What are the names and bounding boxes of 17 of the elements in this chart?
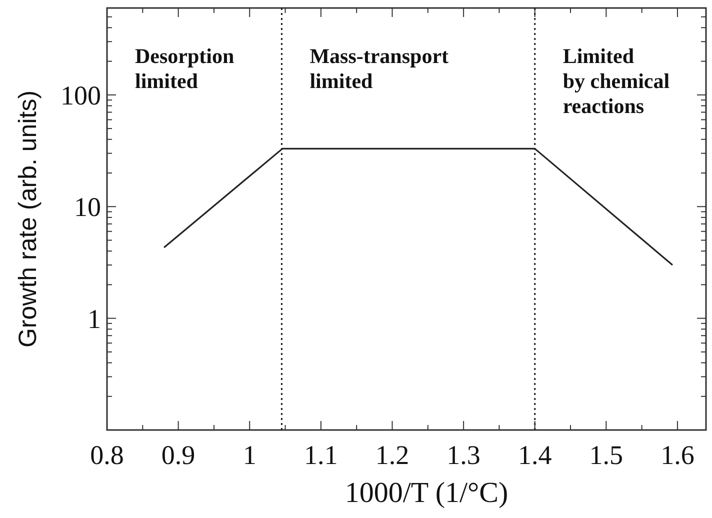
x-axis-title: 1000/T (1/°C) bbox=[344, 477, 508, 509]
x-tick-label: 1.6 bbox=[660, 440, 694, 470]
annotation: Mass-transport limited bbox=[310, 44, 449, 93]
x-tick-label: 1.5 bbox=[589, 440, 624, 470]
y-axis-title: Growth rate (arb. units) bbox=[14, 90, 42, 348]
y-tick-label: 100 bbox=[60, 80, 101, 110]
annotation: Desorption limited bbox=[135, 44, 234, 93]
y-tick-label: 10 bbox=[74, 192, 101, 222]
x-tick-label: 0.8 bbox=[90, 440, 124, 470]
y-tick-label: 1 bbox=[88, 304, 101, 334]
x-tick-label: 1.3 bbox=[446, 440, 480, 470]
x-tick-label: 1.1 bbox=[304, 440, 338, 470]
x-tick-label: 1.2 bbox=[375, 440, 410, 470]
x-tick-label: 1 bbox=[242, 440, 256, 470]
annotation: Limited by chemical reactions bbox=[562, 44, 670, 118]
x-tick-label: 0.9 bbox=[161, 440, 196, 470]
x-tick-label: 1.4 bbox=[518, 440, 552, 470]
